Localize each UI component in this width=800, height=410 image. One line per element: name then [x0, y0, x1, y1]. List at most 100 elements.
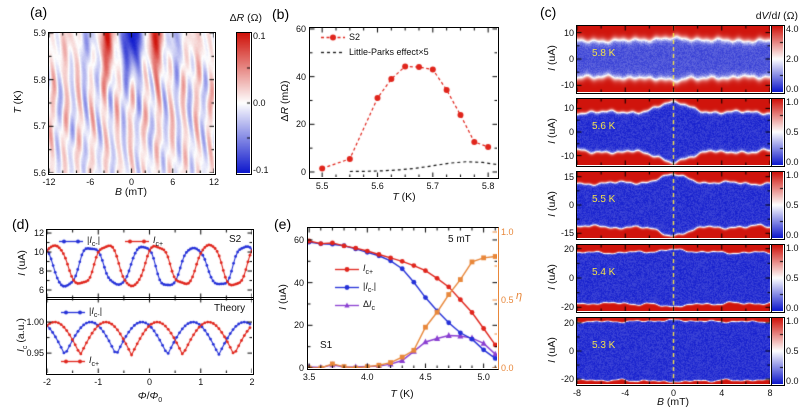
panel-a-heatmap-canvas	[49, 33, 214, 173]
tick-label: 1.00	[26, 317, 44, 328]
panel-c-heatmap-canvas-0	[577, 26, 770, 92]
tick-label: 5.9	[33, 28, 46, 38]
panel-e-letter: (e)	[274, 216, 292, 232]
legend-label: |Ic-|	[363, 281, 377, 294]
tick-label: 8	[38, 266, 44, 277]
tick-label: 5.6	[33, 168, 46, 178]
legend-label: ΔIc	[363, 299, 376, 312]
tick-label: 20	[563, 317, 574, 328]
tick-label: -1	[94, 377, 103, 387]
colorbar-tick-label: 0.0	[786, 303, 799, 313]
tick-label: 10	[563, 27, 574, 38]
tick-label: 8	[767, 388, 773, 398]
colorbar-tick-label: 1.0	[786, 97, 799, 107]
legend-glyph	[124, 236, 150, 246]
tick-label: 0	[568, 273, 574, 283]
colorbar-tick-label: 0.1	[253, 31, 266, 41]
legend-entry: |Ic-|	[334, 281, 376, 294]
panel-c-xlabel: B (mT)	[656, 396, 690, 408]
panel-c-temp-label: 5.6 K	[592, 121, 616, 132]
tick-label: 0.95	[26, 348, 44, 359]
tick-label: 20	[293, 320, 304, 331]
colorbar-tick-label: 2.0	[786, 54, 799, 64]
tick-label: 3.5	[302, 372, 316, 382]
tick-label: 2	[249, 377, 255, 387]
tick-label: -6	[86, 177, 95, 187]
tick-label: 6	[170, 177, 176, 187]
tick-label: -10	[560, 150, 574, 161]
panel-a-ylabel: T (K)	[12, 90, 24, 114]
tick-label: 0	[128, 177, 135, 187]
tick-label: 5.0	[477, 372, 490, 382]
tick-label: -20	[560, 374, 574, 385]
panel-c-colorbar-canvas-4	[772, 318, 783, 384]
legend-label: |Ic-|	[89, 306, 103, 319]
tick-label: -4	[621, 388, 630, 398]
colorbar-tick-label: 0.0	[786, 84, 799, 94]
tick-label: 12	[208, 177, 220, 187]
tick-label: 5.8	[481, 181, 495, 191]
colorbar-tick-label: -0.1	[253, 165, 269, 175]
panel-c-colorbar-canvas-3	[772, 245, 783, 311]
legend-label: |Ic-|	[87, 235, 101, 248]
legend-glyph	[58, 236, 84, 246]
panel-b-ylabel: ΔR (mΩ)	[279, 80, 291, 122]
tick-label: 10	[563, 103, 574, 114]
tick-label: 5.7	[426, 181, 440, 191]
tick-label: -20	[560, 302, 574, 313]
panel-d-xlabel: Φ/Φ0	[137, 390, 163, 405]
colorbar-tick-label: 1.0	[786, 170, 799, 180]
panel-a-colorbar-title: ΔR (Ω)	[229, 12, 262, 24]
legend-label: Ic+	[153, 235, 164, 248]
tick-label: 0	[568, 54, 574, 64]
colorbar-tick-label: 0.0	[253, 98, 266, 108]
tick-label: 5.6	[371, 181, 384, 191]
tick-label: -12	[42, 177, 56, 187]
colorbar-tick-label: 0.0	[786, 157, 799, 167]
legend-glyph	[60, 307, 86, 317]
tick-label: 60	[295, 23, 306, 34]
tick-label: 40	[293, 277, 304, 288]
tick-label: -10	[560, 80, 574, 91]
colorbar-tick-label: 0.5	[786, 127, 799, 137]
panel-b-letter: (b)	[272, 6, 290, 22]
legend-glyph	[320, 32, 346, 42]
tick-label: 10	[33, 247, 44, 258]
panel-c-ylabel: I (uA)	[546, 337, 558, 363]
panel-d-bottom-ylabel: Ic (a.u.)	[14, 318, 30, 352]
panel-a-colorbar-canvas	[237, 33, 250, 173]
legend-entry: Little-Parks effect×5	[320, 47, 429, 57]
legend-entry: ΔIc	[334, 299, 375, 312]
tick-label: -8	[572, 388, 582, 398]
legend-glyph	[320, 47, 346, 57]
tick-label: 0	[300, 166, 306, 177]
panel-e-right-ylabel: η	[516, 290, 523, 302]
tick-label: 0	[146, 377, 153, 387]
panel-c-temp-label: 5.3 K	[592, 340, 616, 351]
legend-entry: |Ic-|	[60, 306, 102, 319]
colorbar-tick-label: 0.5	[786, 200, 799, 210]
panel-c-heatmap-canvas-2	[577, 172, 770, 238]
panel-c-colorbar-canvas-1	[772, 99, 783, 165]
legend-glyph	[334, 300, 360, 310]
tick-label: 0	[568, 127, 574, 137]
panel-b-xlabel: T (K)	[392, 191, 416, 203]
panel-a-xlabel: B (mT)	[114, 186, 148, 198]
panel-c-letter: (c)	[540, 4, 557, 20]
panel-c-heatmap-canvas-1	[577, 99, 770, 165]
legend-glyph	[334, 282, 360, 292]
tick-label: 60	[293, 234, 304, 245]
tick-label: 5.7	[33, 121, 46, 132]
panel-c-colorbar-canvas-2	[772, 172, 783, 238]
colorbar-tick-label: 0.5	[501, 295, 514, 305]
tick-label: 6	[38, 285, 44, 296]
panel-d-letter: (d)	[12, 216, 30, 232]
colorbar-tick-label: 0.5	[786, 273, 799, 283]
colorbar-tick-label: 1.0	[501, 227, 514, 237]
legend-entry: Ic+	[124, 235, 163, 248]
tick-label: 40	[295, 71, 306, 82]
panel-c-heatmap-canvas-4	[577, 318, 770, 384]
tick-label: 20	[295, 119, 306, 130]
colorbar-tick-label: 0.5	[786, 346, 799, 356]
